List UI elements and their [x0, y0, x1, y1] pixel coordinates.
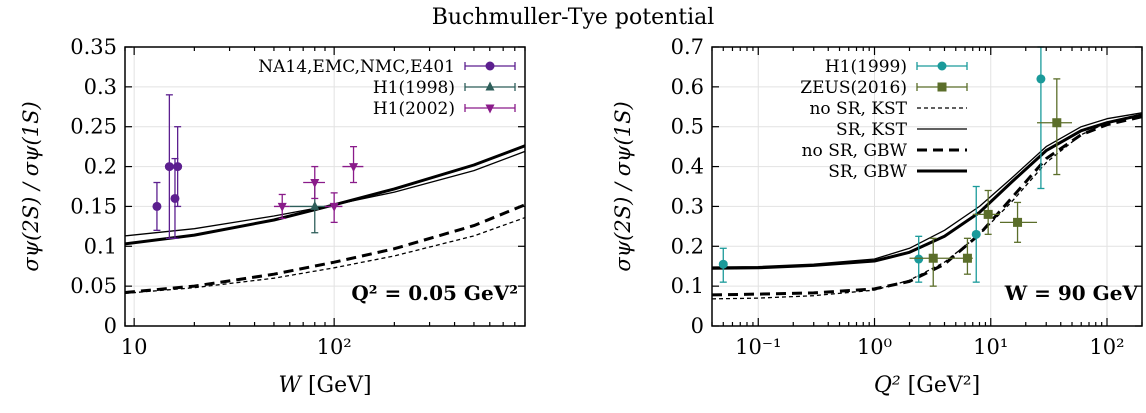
series-line-thick-solid-3: [712, 113, 1142, 270]
x-tick-label: 10⁻¹: [735, 335, 781, 359]
series-points-h1-2002-: [273, 145, 364, 224]
figure-title: Buchmuller-Tye potential: [432, 5, 715, 30]
legend-label: H1(2002): [373, 99, 455, 119]
data-point: [349, 163, 359, 173]
legend-entry: NA14,EMC,NMC,E401: [258, 57, 516, 77]
data-point: [277, 202, 287, 212]
y-tick-label: 0.2: [671, 234, 704, 258]
legend-marker: [485, 104, 495, 114]
y-tick-label: 0.15: [70, 194, 117, 218]
data-point: [173, 162, 183, 172]
x-axis-label: Q² [GeV²]: [874, 373, 980, 398]
panel-left: 0 0.05 0.1 0.15 0.2 0.25 0.3 0.35 10 10² W [GeV] σψ…: [19, 35, 526, 398]
legend-entry: H1(2002): [373, 99, 516, 119]
data-point: [310, 200, 320, 210]
y-tick-label: 0.5: [671, 115, 704, 139]
series-line-thin-dashed-2: [125, 216, 525, 294]
y-axis-label: σψ(2S) / σψ(1S): [611, 101, 635, 271]
legend-label: ZEUS(2016): [800, 78, 907, 98]
curves: [712, 112, 1142, 300]
panel-annotation: Q² = 0.05 GeV²: [351, 281, 518, 305]
data-point: [962, 253, 972, 263]
x-tick-label: 10⁰: [857, 335, 892, 359]
y-tick-label: 0.3: [671, 194, 704, 218]
y-tick-label: 0.1: [671, 274, 704, 298]
data-point: [152, 201, 162, 211]
x-tick-label: 10²: [317, 335, 352, 359]
y-tick-label: 0: [104, 314, 117, 338]
x-tick-label: 10: [121, 335, 148, 359]
series-points-zeus-2016-: [909, 78, 1073, 287]
y-tick-label: 0.25: [70, 115, 117, 139]
plot-frame: [711, 46, 1143, 327]
panel-right: 0 0.1 0.2 0.3 0.4 0.5 0.6 0.7 10⁻¹ 10⁰ 10¹ 10² Q² [G…: [611, 35, 1143, 398]
y-tick-label: 0.4: [671, 155, 704, 179]
y-tick-label: 0.6: [671, 75, 704, 99]
data-point: [1052, 118, 1062, 128]
legend-entry: H1(1999): [825, 57, 968, 77]
legend-entry: SR, GBW: [828, 162, 967, 182]
x-axis-unit: [GeV²]: [901, 373, 980, 398]
series-line-thin-solid-0: [125, 150, 525, 237]
data-point: [983, 209, 993, 219]
legend-entry: SR, KST: [836, 120, 967, 140]
panel-annotation: W = 90 GeV: [1004, 281, 1139, 305]
legend-entry: no SR, GBW: [802, 141, 967, 161]
data-point: [1013, 217, 1023, 227]
series-line-thick-dashed-3: [125, 203, 525, 294]
y-axis-label: σψ(2S) / σψ(1S): [19, 101, 43, 271]
data-point: [928, 253, 938, 263]
y-tick-label: 0.35: [70, 35, 117, 59]
series-line-thick-dashed-2: [712, 115, 1142, 297]
data-point: [164, 162, 174, 172]
x-tick-label: 10¹: [973, 335, 1008, 359]
legend-label: H1(1999): [825, 57, 907, 77]
y-tick-label: 0.7: [671, 35, 704, 59]
legend-label: no SR, GBW: [802, 141, 908, 161]
data-point: [310, 179, 320, 189]
data-point: [329, 202, 339, 212]
legend-label: no SR, KST: [809, 99, 907, 119]
y-tick-label: 0.05: [70, 274, 117, 298]
curves: [125, 144, 525, 294]
y-tick-label: 0: [691, 314, 704, 338]
legend-label: H1(1998): [373, 78, 455, 98]
x-axis-variable: W: [278, 373, 303, 398]
data-point: [1036, 74, 1046, 84]
legend-marker: [937, 82, 947, 92]
legend-entry: H1(1998): [373, 78, 516, 98]
legend-marker: [485, 61, 495, 71]
legend-label: SR, GBW: [828, 162, 907, 182]
data-point: [718, 259, 728, 269]
x-axis-unit: [GeV]: [301, 373, 372, 398]
x-tick-label: 10²: [1089, 335, 1124, 359]
legend-marker: [937, 61, 947, 71]
series-points-h1-1999-: [718, 46, 1046, 283]
y-tick-label: 0.1: [84, 234, 117, 258]
y-tick-label: 0.2: [84, 155, 117, 179]
x-axis-label: W [GeV]: [278, 373, 371, 398]
legend-entry: ZEUS(2016): [800, 78, 968, 98]
legend-label: SR, KST: [836, 120, 908, 140]
series-points-na14-emc-nmc-e401: [152, 94, 183, 239]
y-tick-label: 0.3: [84, 75, 117, 99]
legend-label: NA14,EMC,NMC,E401: [258, 57, 455, 77]
x-axis-variable: Q²: [874, 373, 901, 398]
legend-marker: [485, 81, 495, 91]
legend-entry: no SR, KST: [809, 99, 967, 119]
data-point: [971, 229, 981, 239]
data-point: [914, 254, 924, 264]
